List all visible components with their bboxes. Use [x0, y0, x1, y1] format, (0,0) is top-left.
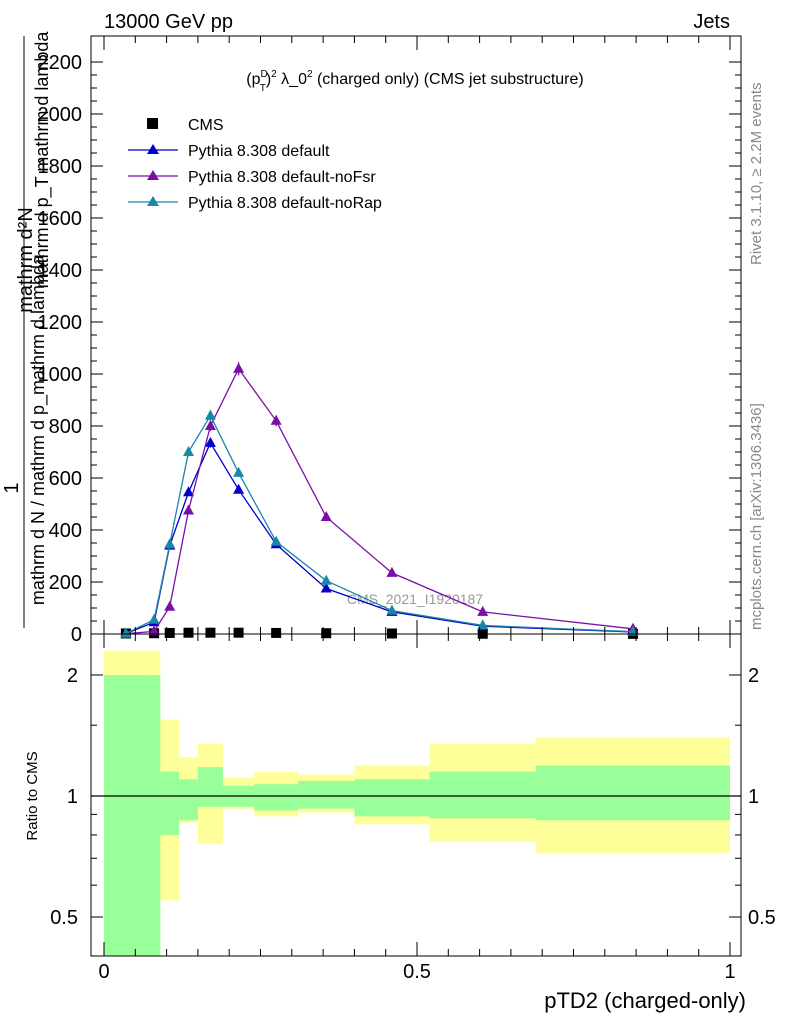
series-marker-noRap	[204, 409, 216, 420]
x-axis-label: pTD2 (charged-only)	[544, 988, 746, 1013]
legend-label-norap: Pythia 8.308 default-noRap	[188, 195, 382, 212]
y-label-numerator-top: mathrm d²N	[15, 207, 37, 313]
series-marker-noFsr	[148, 625, 160, 636]
series-marker-noRap	[164, 538, 176, 549]
cms-point	[321, 628, 332, 639]
series-marker-noFsr	[270, 414, 282, 425]
cms-point	[183, 627, 194, 638]
series-marker-noRap	[233, 466, 245, 477]
ratio-band-inner	[197, 767, 223, 807]
main-y-ticks: 0 200 400 600 800 1000 1200 1400 1600 1800 2000 220…	[38, 52, 741, 646]
ratio-band-inner	[354, 779, 430, 817]
y-label-one: 1	[1, 482, 23, 493]
main-y-tick-label: 2200	[38, 52, 83, 74]
ratio-band-inner	[254, 784, 299, 811]
main-plot: 0 200 400 600 800 1000 1200 1400 1600 1800 2000 220…	[1, 31, 742, 646]
series-marker-default	[233, 483, 245, 494]
ratio-band-inner	[104, 675, 148, 956]
x-tick-label: 1	[724, 961, 735, 983]
legend-marker-norap	[147, 196, 159, 206]
main-y-tick-label: 2000	[38, 104, 83, 126]
ratio-y-tick-label-right: 0.5	[748, 907, 776, 929]
cms-point	[205, 627, 216, 638]
series-marker-noFsr	[183, 504, 195, 515]
y-label-fraction-bottom: mathrm d N / mathrm d p_mathrm d lambda	[28, 254, 49, 605]
series-marker-noFsr	[386, 566, 398, 577]
ratio-y-tick-label: 1	[67, 786, 78, 808]
x-tick-label: 0.5	[403, 961, 431, 983]
legend-label-default: Pythia 8.308 default	[188, 143, 330, 160]
legend-label-nofsr: Pythia 8.308 default-noFsr	[188, 169, 376, 186]
mcplots-label: mcplots.cern.ch [arXiv:1306.3436]	[748, 403, 765, 630]
main-y-tick-label: 0	[71, 624, 82, 646]
legend-marker-nofsr	[147, 170, 159, 180]
ratio-y-tick-label: 2	[67, 665, 78, 687]
main-y-tick-label: 1000	[38, 364, 83, 386]
series-marker-default	[183, 486, 195, 497]
series-marker-noFsr	[477, 605, 489, 616]
ratio-y-tick-label-right: 2	[748, 665, 759, 687]
main-y-tick-label: 400	[49, 520, 82, 542]
main-y-tick-label: 1600	[38, 208, 83, 230]
ratio-band-inner	[147, 675, 161, 956]
ratio-plot: 0.5 0.51 12 2 0 0.5 1 Ratio to CMS pTD2 (char…	[24, 36, 776, 1013]
series-marker-noRap	[270, 535, 282, 546]
watermark: CMS_2021_I1920187	[347, 591, 483, 607]
ratio-band-inner	[429, 771, 536, 819]
series-marker-noRap	[477, 619, 489, 630]
cms-point	[164, 627, 175, 638]
series-marker-noFsr	[233, 362, 245, 373]
series-marker-noFsr	[164, 600, 176, 611]
ratio-y-ticks: 0.5 0.5 1 1 2 2	[50, 665, 776, 957]
cms-point	[386, 628, 397, 639]
main-y-label: mathrm d²N mathrm d p_T mathrm d lambda …	[1, 31, 53, 628]
x-ticks: 0 0.5 1	[98, 36, 736, 983]
series-marker-noRap	[320, 574, 332, 585]
legend-label-cms: CMS	[188, 117, 224, 134]
series-marker-noFsr	[204, 420, 216, 430]
series-marker-default	[204, 436, 216, 447]
legend-marker-default	[147, 144, 159, 154]
plot-title: (pD T)2 λ_02 (charged only) (CMS jet subs…	[246, 69, 583, 94]
legend: CMS Pythia 8.308 default Pythia 8.308 de…	[128, 117, 382, 212]
ratio-band-inner	[160, 771, 180, 835]
main-y-tick-label: 1400	[38, 260, 83, 282]
series-marker-noRap	[386, 604, 398, 615]
series-marker-noFsr	[320, 511, 332, 521]
ratio-band-inner	[298, 780, 355, 809]
main-y-tick-label: 200	[49, 572, 82, 594]
y-label-denominator-top: mathrm d p_T mathrm d lambda	[32, 31, 53, 289]
ratio-y-tick-label: 0.5	[50, 907, 78, 929]
ratio-frame	[90, 633, 742, 957]
cms-point	[233, 627, 244, 638]
series-marker-noRap	[120, 627, 132, 638]
main-y-tick-label: 1200	[38, 312, 83, 334]
main-y-tick-label: 800	[49, 416, 82, 438]
main-series	[120, 362, 639, 639]
ratio-y-tick-label-right: 1	[748, 786, 759, 808]
rivet-label: Rivet 3.1.10, ≥ 2.2M events	[748, 83, 765, 266]
series-marker-noRap	[183, 446, 195, 456]
header-right: Jets	[693, 11, 730, 33]
ratio-band-inner	[179, 779, 198, 821]
ratio-y-label: Ratio to CMS	[24, 751, 41, 840]
ratio-bands	[104, 650, 730, 956]
main-y-tick-label: 600	[49, 468, 82, 490]
main-y-tick-label: 1800	[38, 156, 83, 178]
series-marker-default	[320, 582, 332, 593]
cms-point	[271, 627, 282, 638]
x-tick-label: 0	[98, 961, 109, 983]
ratio-band-inner	[535, 765, 730, 821]
legend-marker-cms	[147, 118, 158, 129]
header-left: 13000 GeV pp	[104, 11, 233, 33]
series-marker-noRap	[148, 613, 160, 624]
